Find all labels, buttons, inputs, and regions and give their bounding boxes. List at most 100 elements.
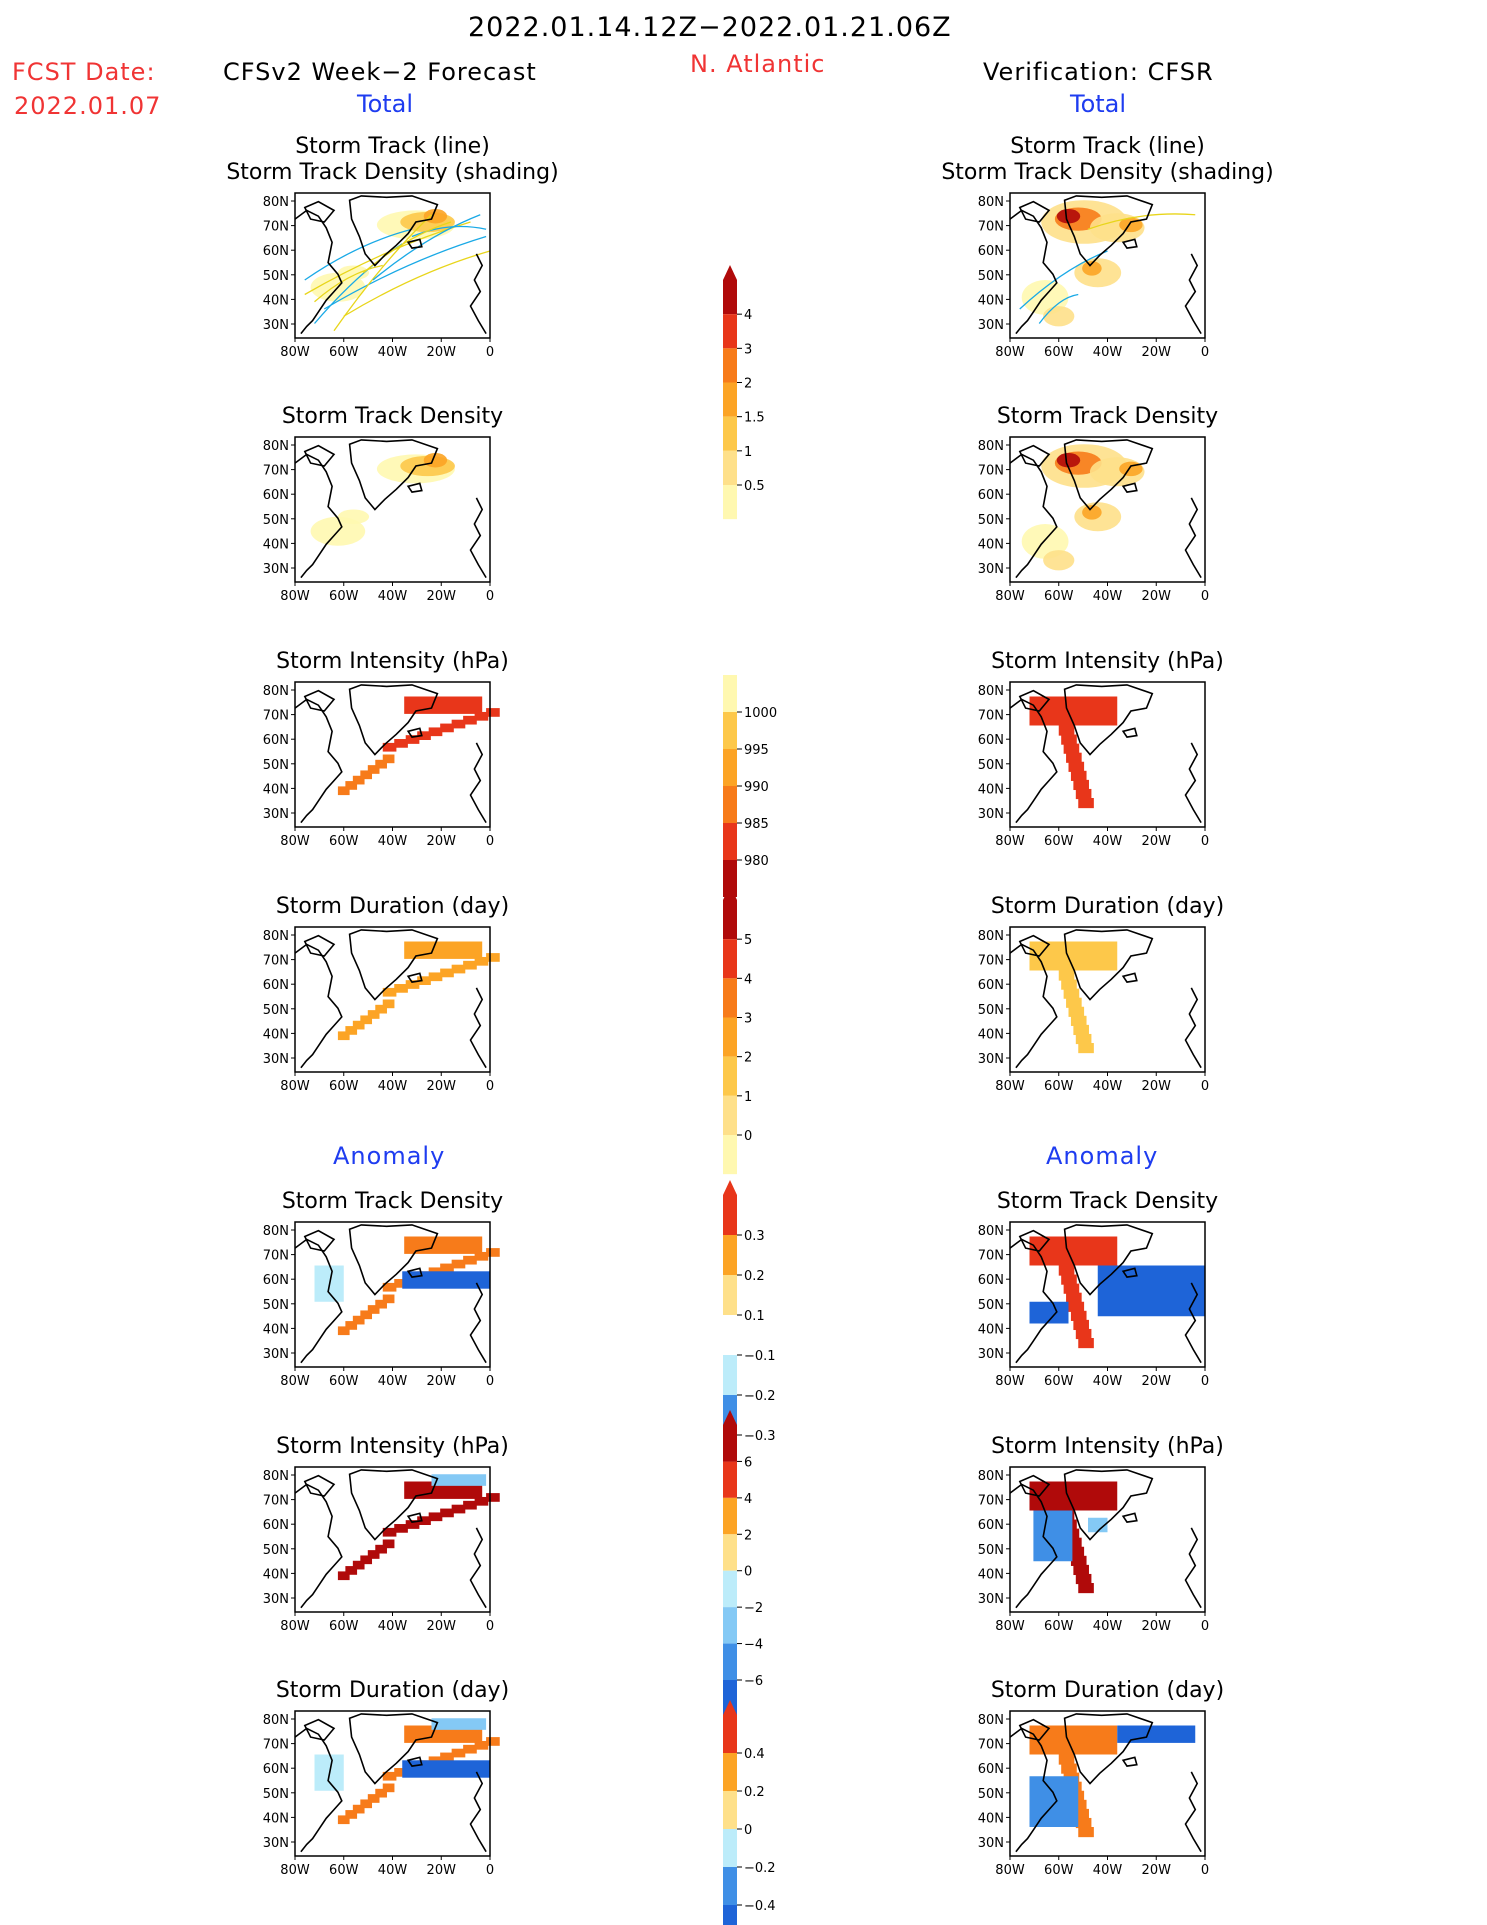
colorbar-label: 3 [744,342,752,357]
colorbar-label: −0.3 [744,1429,776,1444]
lat-label: 70N [263,1249,289,1264]
panel-title: Storm Intensity (hPa) [276,1434,509,1459]
lon-label: 20W [427,345,457,360]
lon-label: 40W [1093,589,1123,604]
fcst-date-value: 2022.01.07 [14,92,162,120]
colorbar-label: 990 [744,780,769,795]
lon-label: 40W [378,834,408,849]
lon-label: 20W [427,834,457,849]
colorbar-label: 3 [744,1012,752,1027]
panel-title: Storm Track Density (shading) [226,160,558,185]
lat-label: 80N [263,1713,289,1728]
map-panel: Storm Duration (day) 80N 70N 60N 50N 40N 30N 80… [978,1678,1224,1878]
panel-title: Storm Duration (day) [276,1678,509,1703]
lon-label: 80W [995,1374,1025,1389]
lat-label: 70N [978,1249,1004,1264]
lat-label: 80N [263,929,289,944]
colorbar-label: 0.3 [744,1229,765,1244]
anomaly-duration-colorbar: 0.4 0.2 0 −0.2 −0.4 [723,1700,776,1925]
lon-label: 40W [1093,345,1123,360]
lon-label: 20W [1142,345,1172,360]
lon-label: 40W [1093,1863,1123,1878]
colorbar-label: 0 [744,1823,752,1838]
lon-label: 40W [378,589,408,604]
lon-label: 80W [280,345,310,360]
lat-label: 70N [978,220,1004,235]
colorbar-label: 5 [744,933,752,948]
lat-label: 60N [263,733,289,748]
lat-label: 60N [978,1518,1004,1533]
map-panel: Storm Track Density 80N 70N 60N 50N 40N 30N 80W… [978,404,1218,604]
lon-label: 20W [1142,589,1172,604]
lat-label: 60N [978,1762,1004,1777]
lat-label: 60N [263,978,289,993]
lon-label: 40W [378,1374,408,1389]
lat-label: 60N [263,1273,289,1288]
panel-title: Storm Track Density [282,1189,503,1214]
lon-label: 80W [995,589,1025,604]
lon-label: 80W [280,1863,310,1878]
lat-label: 30N [263,318,289,333]
map-panel: Storm Duration (day) 80N 70N 60N 50N 40N 30N 80… [263,1678,509,1878]
lon-label: 60W [1044,834,1074,849]
panel-title: Storm Track Density [997,404,1218,429]
map-panel: Storm Duration (day) 80N 70N 60N 50N 40N 30N 80… [978,894,1224,1094]
panel-title: Storm Track (line) [295,134,490,159]
lat-label: 50N [978,1298,1004,1313]
lat-label: 60N [263,488,289,503]
lat-label: 50N [263,513,289,528]
colorbar-label: −0.2 [744,1389,776,1404]
lon-label: 20W [427,1619,457,1634]
panel-title: Storm Duration (day) [276,894,509,919]
lat-label: 60N [978,488,1004,503]
lon-label: 80W [280,1374,310,1389]
colorbar-label: 0.2 [744,1269,765,1284]
panel-title: Storm Duration (day) [991,894,1224,919]
lon-label: 0 [486,1863,494,1878]
colorbar-label: −0.1 [744,1349,776,1364]
lat-label: 80N [263,195,289,210]
lon-label: 20W [427,1079,457,1094]
colorbar-label: 0 [744,1129,752,1144]
lon-label: 0 [1201,345,1209,360]
lon-label: 0 [486,1619,494,1634]
lat-label: 70N [978,1494,1004,1509]
lon-label: 80W [280,1619,310,1634]
lat-label: 50N [263,1298,289,1313]
panel-title: Storm Intensity (hPa) [991,649,1224,674]
colorbar-label: 6 [744,1455,752,1470]
colorbar-label: 1 [744,1090,752,1105]
fcst-date-label: FCST Date: [12,58,156,86]
lon-label: 80W [995,1079,1025,1094]
lat-label: 60N [978,1273,1004,1288]
lon-label: 80W [280,834,310,849]
lat-label: 40N [263,1811,289,1826]
colorbar-label: 4 [744,308,752,323]
colorbar-label: −4 [744,1638,763,1653]
lon-label: 40W [1093,1619,1123,1634]
lat-label: 50N [263,1543,289,1558]
lat-label: 30N [263,1347,289,1362]
lon-label: 60W [1044,1079,1074,1094]
lon-label: 0 [1201,1863,1209,1878]
map-panel: Storm Track Density 80N 70N 60N 50N 40N 30N 80W… [263,1189,503,1389]
lon-label: 0 [486,1374,494,1389]
lat-label: 80N [263,1469,289,1484]
lon-label: 80W [995,1619,1025,1634]
lat-label: 80N [978,929,1004,944]
lon-label: 40W [1093,1079,1123,1094]
lon-label: 80W [280,589,310,604]
map-panel: Storm Intensity (hPa) 80N 70N 60N 50N 40N 30N 8… [263,1434,509,1634]
lat-label: 30N [263,1836,289,1851]
colorbar-label: 0.5 [744,479,765,494]
colorbar-label: 4 [744,1492,752,1507]
lat-label: 40N [978,1811,1004,1826]
lat-label: 40N [263,1322,289,1337]
lat-label: 50N [978,1787,1004,1802]
lat-label: 60N [978,978,1004,993]
lon-label: 20W [1142,1619,1172,1634]
lat-label: 70N [978,464,1004,479]
lat-label: 30N [978,318,1004,333]
colorbar-label: 985 [744,817,769,832]
